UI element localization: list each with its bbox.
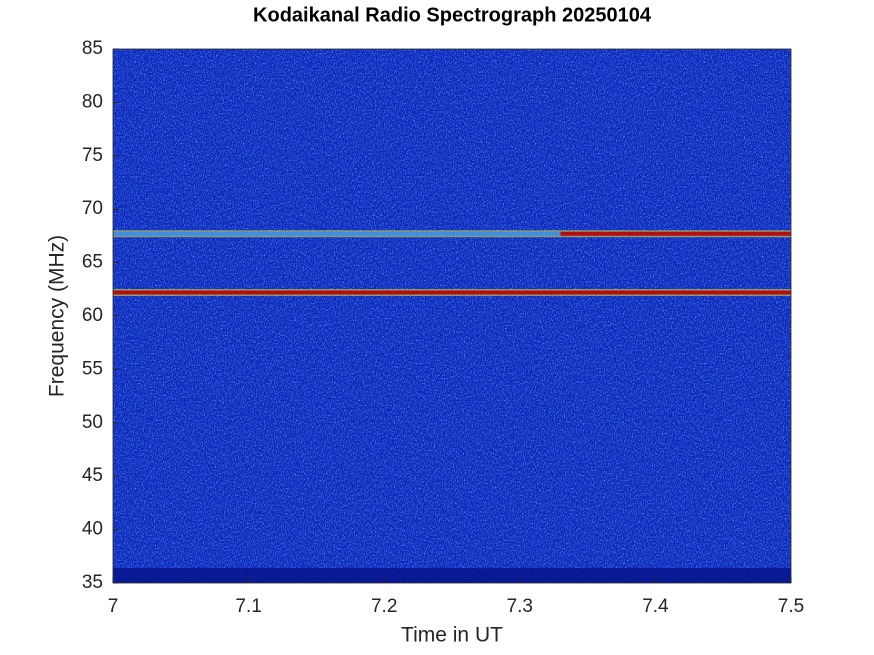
- x-tick-label: 7: [108, 596, 119, 617]
- y-tick-label: 75: [82, 145, 103, 166]
- x-tick-label: 7.5: [778, 596, 804, 617]
- y-tick-label: 80: [82, 91, 103, 112]
- y-tick-label: 70: [82, 198, 103, 219]
- y-tick-label: 50: [82, 412, 103, 433]
- x-tick-label: 7.1: [235, 596, 261, 617]
- y-tick-label: 60: [82, 305, 103, 326]
- x-tick-label: 7.3: [507, 596, 533, 617]
- y-tick-label: 40: [82, 519, 103, 540]
- y-tick-label: 85: [82, 38, 103, 59]
- x-tick-label: 7.4: [642, 596, 669, 617]
- y-tick-label: 35: [82, 572, 103, 593]
- noise-texture: [113, 49, 791, 583]
- chart-title: Kodaikanal Radio Spectrograph 20250104: [253, 4, 652, 26]
- y-axis-label: Frequency (MHz): [46, 235, 69, 397]
- x-tick-label: 7.2: [371, 596, 397, 617]
- y-tick-label: 45: [82, 465, 103, 486]
- low-band: [113, 568, 791, 583]
- y-tick-label: 55: [82, 358, 103, 379]
- x-axis-label: Time in UT: [401, 624, 503, 647]
- y-tick-label: 65: [82, 252, 103, 273]
